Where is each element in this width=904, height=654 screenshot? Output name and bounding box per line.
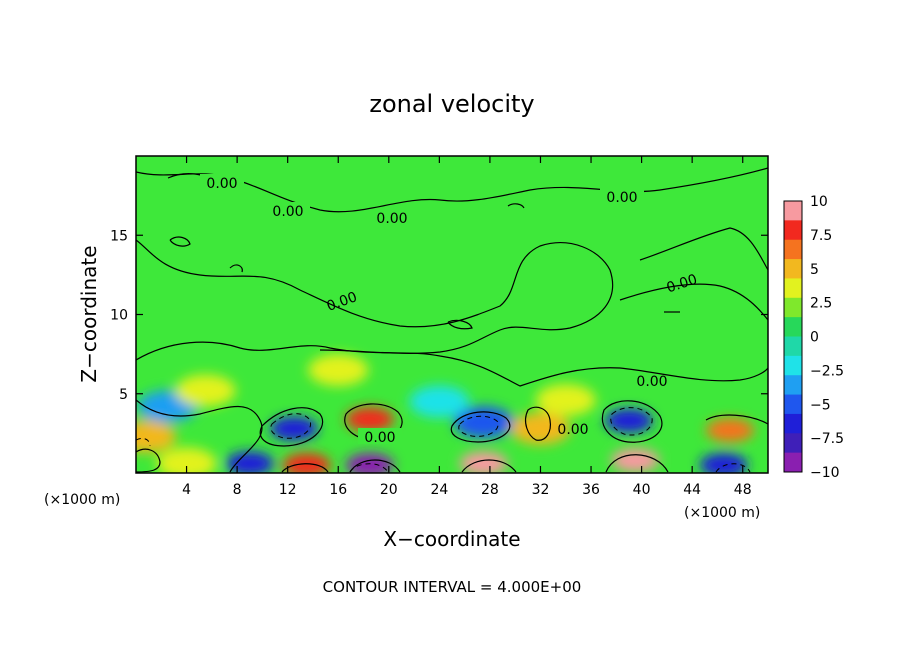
anomaly-blob [611,448,660,473]
contour-labels: 0.00 0.00 0.00 0.00 0.00 0.00 0.00 0.00 … [200,174,699,446]
anomaly-blob [604,408,653,433]
contour-label: 0.00 [272,204,303,220]
anomaly-blob [706,418,755,443]
anomaly-blob [409,385,470,418]
colorbar-segment [784,239,802,260]
x-tick-label: 36 [582,482,600,498]
anomaly-blob [136,420,177,453]
anomaly-blob [459,451,508,473]
x-tick-label: 12 [279,482,297,498]
colorbar-tick-label: −7.5 [810,431,844,447]
colorbar-segment [784,336,802,357]
x-tick-label: 44 [683,482,701,498]
y-tick-label: 15 [110,228,128,244]
colorbar-frame [783,200,803,473]
velocity-field: 0.00 0.00 0.00 0.00 0.00 0.00 0.00 0.00 … [136,156,768,473]
colorbar-segment [784,259,802,279]
colorbar-tick-label: 0 [810,330,819,346]
x-axis-title: X−coordinate [383,527,520,551]
x-tick-label: 32 [532,482,550,498]
x-tick-label: 8 [233,482,242,498]
colorbar-segment [784,297,802,318]
contour-label: 0.00 [364,430,395,446]
negative-contours [136,407,751,473]
anomaly-blob [282,453,331,473]
contour-interval-label: CONTOUR INTERVAL = 4.000E+00 [323,578,582,596]
anomaly-blob [225,451,274,473]
x-tick-label: 4 [182,482,191,498]
y-tick-label: 10 [110,308,128,324]
colorbar-tick-label: 5 [810,262,819,278]
anomaly-blob [345,407,394,432]
contour-label: 0.00 [206,176,237,192]
x-tick-label: 48 [734,482,752,498]
anomaly-blob [699,453,748,473]
anomaly-blob [156,447,217,473]
field-background [136,156,768,473]
colorbar-segment [784,355,802,376]
x-tick-label: 16 [329,482,347,498]
anomaly-blob [345,453,394,473]
colorbar-segment [784,278,802,299]
contour-label: 0.00 [636,374,667,390]
anomaly-blob [535,384,596,417]
colorbar-tick-label: 10 [810,194,828,210]
colorbar-segment [784,375,802,396]
y-axis-title: Z−coordinate [77,245,101,382]
x-unit-label: (×1000 m) [684,505,760,521]
colorbar-segment [784,317,802,337]
colorbar-segment [784,452,802,473]
anomaly-blobs [136,353,755,473]
colorbar-tick-label: 7.5 [810,228,832,244]
colorbar-segment [784,220,802,241]
colorbar-tick-label: 2.5 [810,296,832,312]
anomaly-blob [175,374,236,407]
colorbar: 10 7.5 5 2.5 0 −2.5 −5 −7.5 −10 [783,194,844,481]
colorbar-segment [784,201,802,221]
contour-label: 0.00 [606,190,637,206]
colorbar-segment [784,394,802,415]
y-tick-label: 5 [119,387,128,403]
contour-label: 0.00 [557,422,588,438]
colorbar-segment [784,433,802,454]
colorbar-tick-label: −10 [810,465,840,481]
x-tick-label: 24 [430,482,448,498]
z-unit-label: (×1000 m) [44,492,120,508]
anomaly-blob [270,416,318,441]
x-tick-label: 20 [380,482,398,498]
colorbar-tick-label: −5 [810,397,831,413]
chart-title: zonal velocity [369,90,534,118]
contour-label: 0.00 [376,211,407,227]
colorbar-segment [784,413,802,434]
anomaly-blob [308,353,369,386]
x-tick-label: 28 [481,482,499,498]
x-tick-label: 40 [633,482,651,498]
colorbar-tick-label: −2.5 [810,363,844,379]
